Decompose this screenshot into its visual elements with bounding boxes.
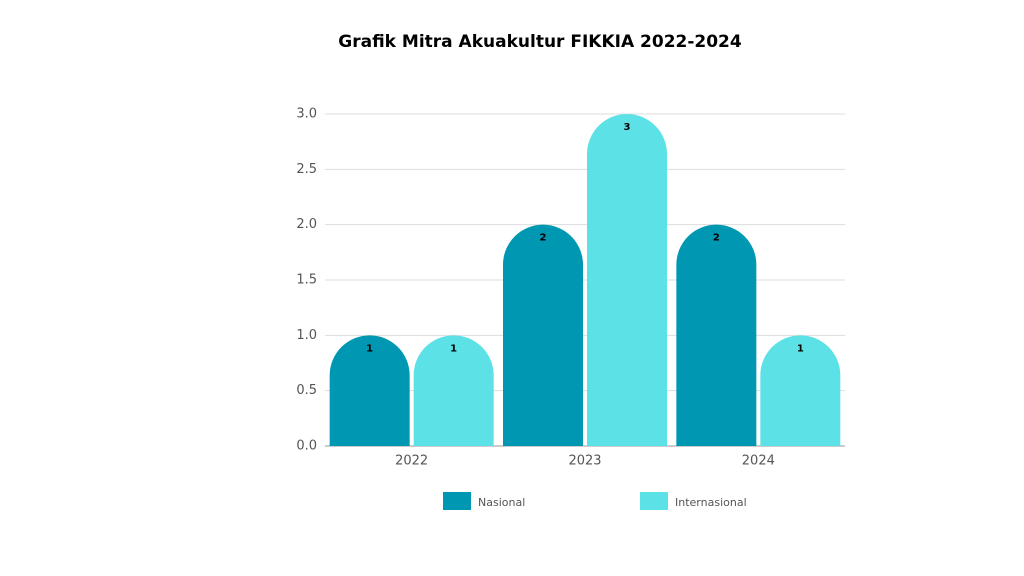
- bar: [413, 335, 494, 446]
- value-label: 1: [450, 343, 457, 354]
- x-tick-label: 2023: [568, 454, 601, 469]
- legend-swatch: [443, 492, 471, 510]
- y-tick-label: 2.5: [296, 162, 317, 177]
- legend-label: Nasional: [478, 496, 525, 509]
- x-tick-label: 2022: [395, 454, 428, 469]
- y-tick-label: 2.0: [296, 217, 317, 232]
- value-label: 1: [366, 343, 373, 354]
- value-label: 2: [713, 233, 720, 244]
- value-label: 2: [540, 233, 547, 244]
- bar: [587, 114, 667, 446]
- bar: [760, 335, 841, 446]
- y-tick-label: 1.5: [296, 273, 317, 288]
- value-label: 3: [624, 122, 631, 133]
- y-tick-label: 3.0: [296, 107, 317, 122]
- y-tick-label: 0.5: [296, 383, 317, 398]
- bar: [676, 224, 757, 446]
- y-tick-label: 0.0: [296, 439, 317, 454]
- chart-title: Grafik Mitra Akuakultur FIKKIA 2022-2024: [338, 32, 742, 52]
- value-label: 1: [797, 343, 804, 354]
- bar: [329, 335, 410, 446]
- y-tick-label: 1.0: [296, 328, 317, 343]
- x-tick-label: 2024: [742, 454, 775, 469]
- legend-label: Internasional: [675, 496, 747, 509]
- legend-swatch: [640, 492, 668, 510]
- bar: [503, 224, 583, 446]
